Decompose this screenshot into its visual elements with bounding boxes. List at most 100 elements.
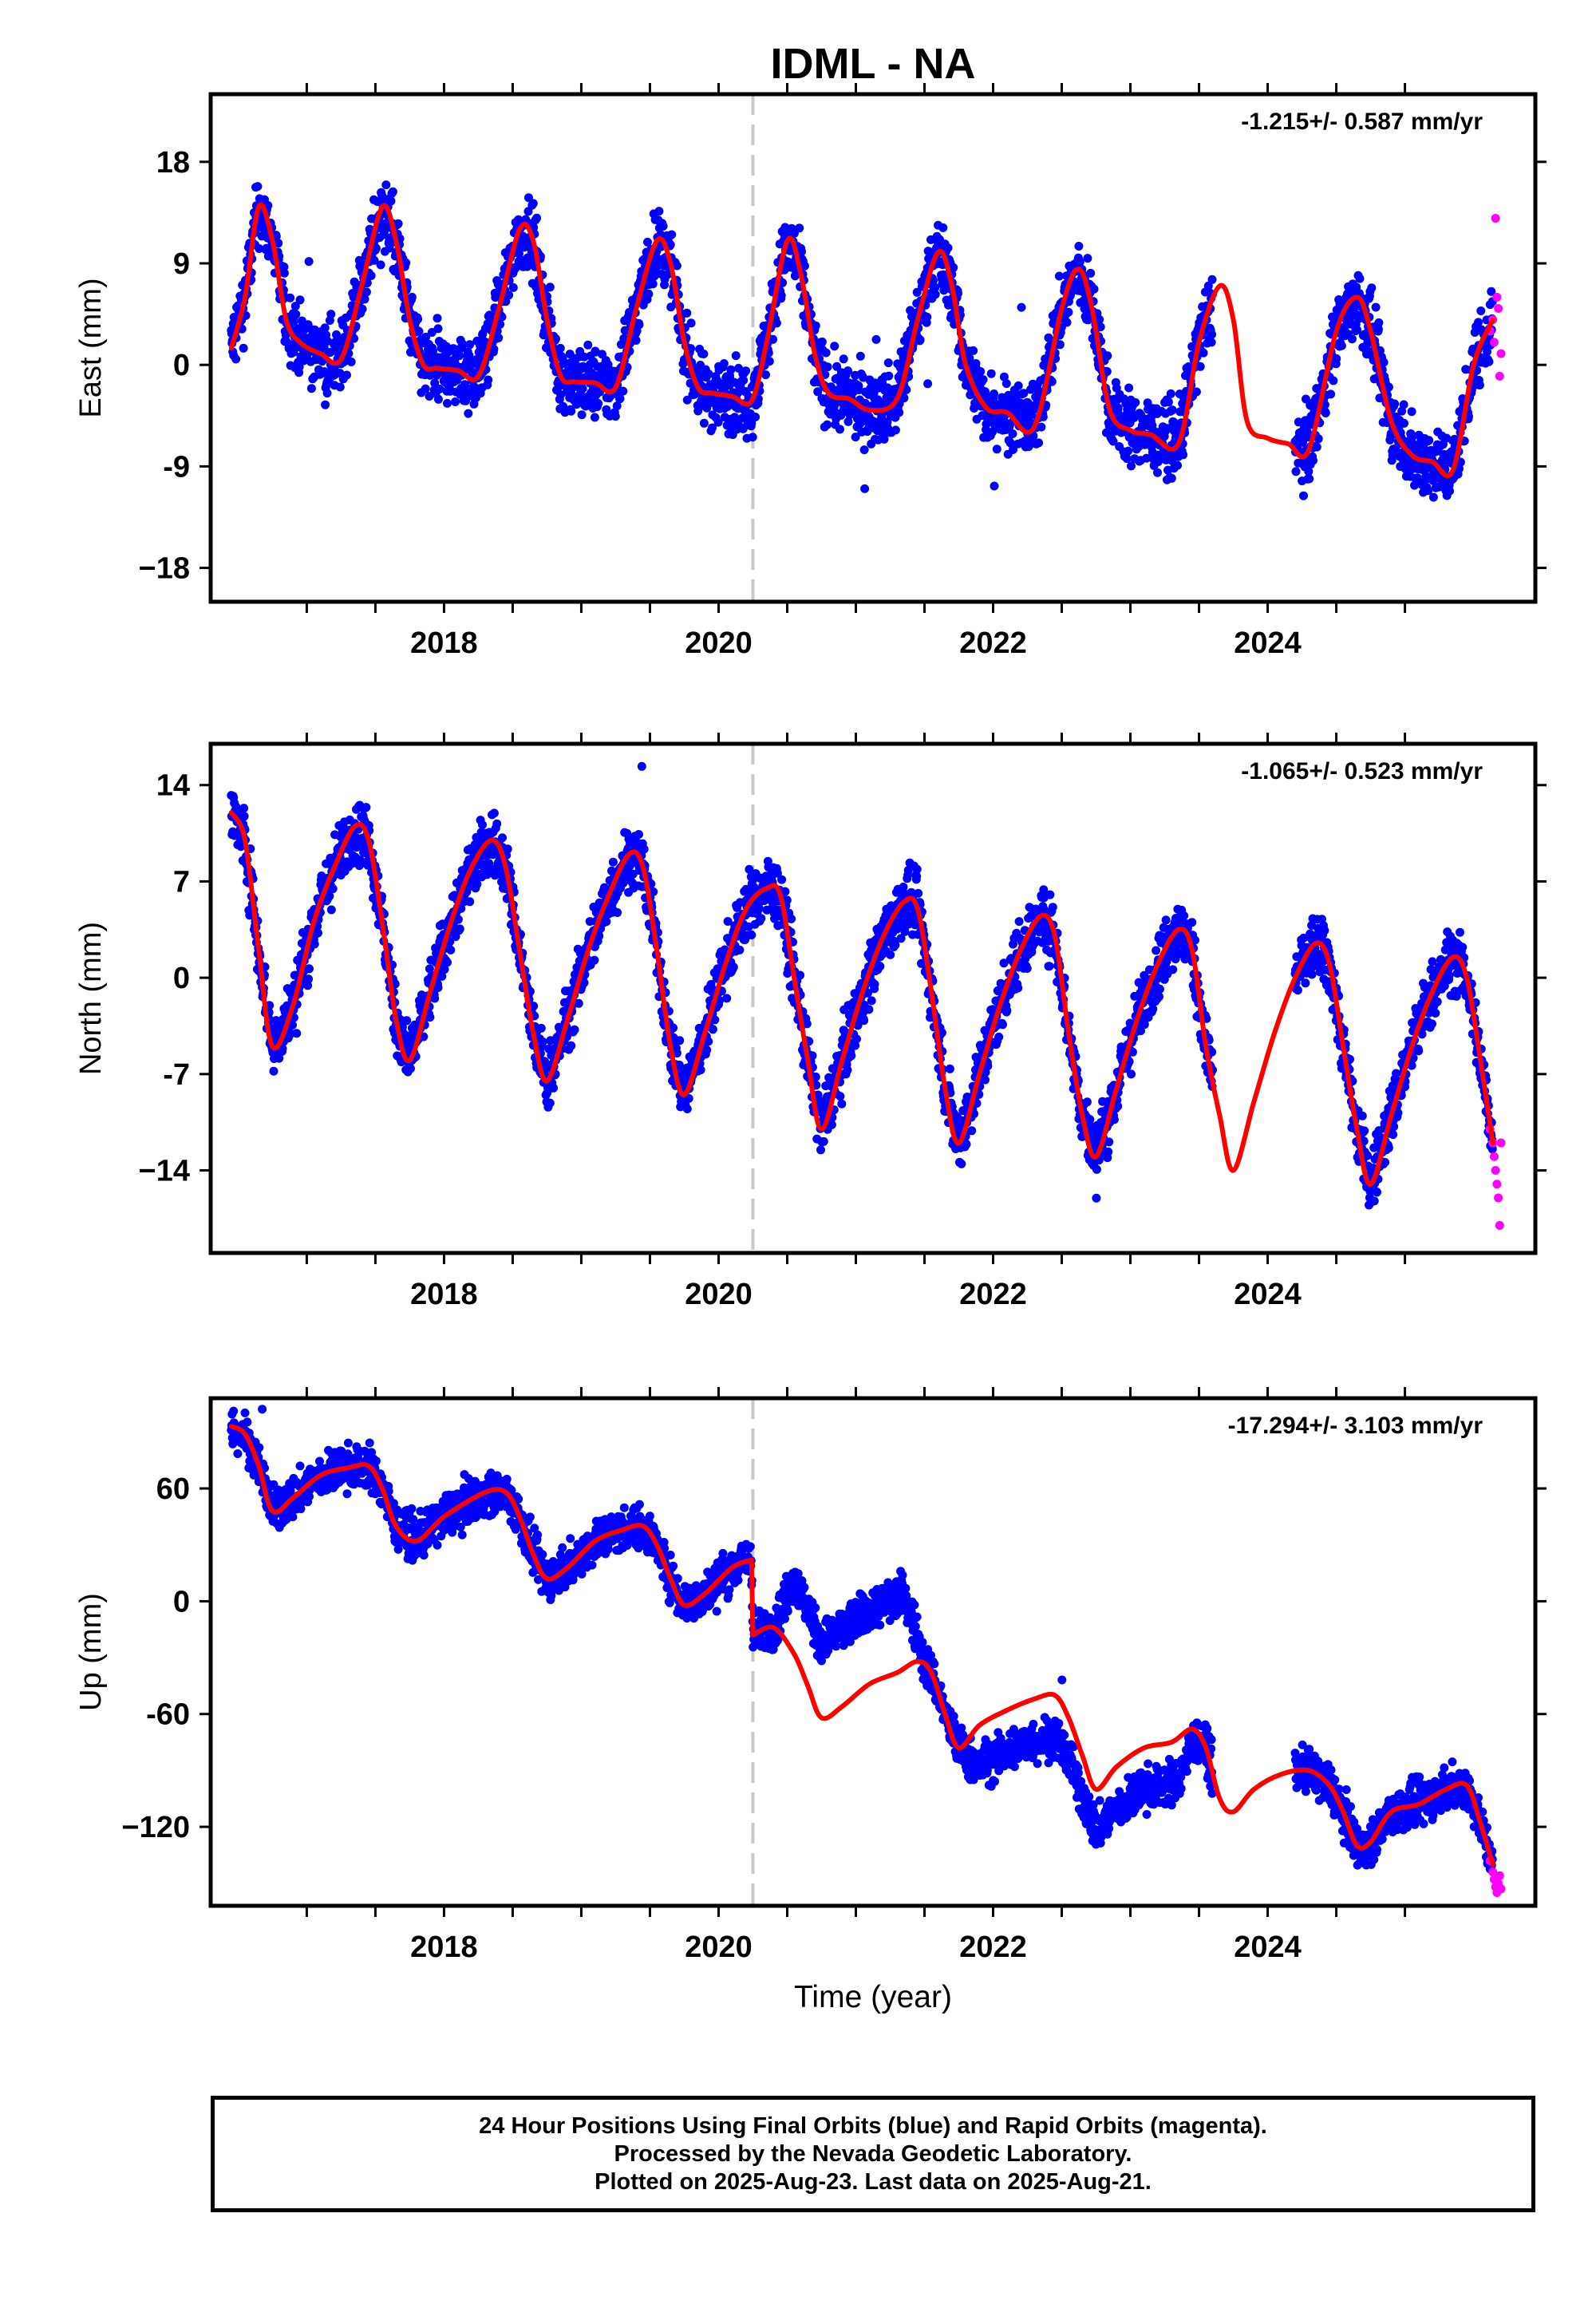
final-point <box>279 262 289 271</box>
final-point <box>1332 354 1341 363</box>
final-point <box>528 199 538 208</box>
final-point <box>321 400 330 409</box>
final-point <box>1131 397 1140 407</box>
final-point <box>322 389 332 398</box>
final-point <box>1009 445 1017 454</box>
final-point <box>1291 467 1301 476</box>
final-point <box>413 314 423 324</box>
final-point <box>1047 377 1057 386</box>
final-point <box>1017 302 1026 312</box>
final-point <box>855 351 865 361</box>
final-point <box>1163 397 1173 407</box>
final-point <box>239 812 249 821</box>
final-point <box>1173 460 1182 470</box>
final-point <box>768 334 778 344</box>
final-point <box>305 964 314 974</box>
final-point <box>579 362 587 371</box>
final-point <box>421 332 431 342</box>
final-point <box>1023 398 1033 408</box>
final-point <box>1475 381 1484 389</box>
final-point <box>1445 486 1454 496</box>
final-point <box>764 357 774 366</box>
final-point <box>425 1013 435 1022</box>
final-point <box>696 1065 705 1075</box>
final-point <box>832 362 842 371</box>
final-point <box>726 365 736 374</box>
final-point <box>304 974 314 984</box>
final-point <box>912 871 922 881</box>
final-point <box>895 408 904 417</box>
rapid-point <box>1489 338 1499 347</box>
final-point <box>837 1099 847 1109</box>
final-point <box>579 352 589 362</box>
final-point <box>666 240 675 250</box>
final-point <box>777 875 787 884</box>
final-point <box>1142 453 1152 463</box>
final-point <box>335 382 345 392</box>
final-point <box>704 1037 713 1046</box>
final-point <box>430 378 440 388</box>
final-point <box>1207 338 1216 347</box>
final-point <box>610 412 620 421</box>
final-point <box>269 1066 279 1076</box>
final-point <box>843 1065 852 1075</box>
final-point <box>776 290 786 300</box>
final-point <box>923 379 933 389</box>
final-point <box>654 207 664 216</box>
final-point <box>484 375 493 385</box>
final-point <box>1064 307 1073 317</box>
final-point <box>1337 341 1346 350</box>
final-point <box>699 350 709 358</box>
final-point <box>478 820 487 829</box>
final-point <box>590 413 599 422</box>
final-point <box>494 333 504 342</box>
final-point <box>930 283 940 292</box>
final-point <box>1424 436 1434 445</box>
final-point <box>754 903 764 913</box>
final-point <box>823 420 832 429</box>
final-point <box>559 358 569 368</box>
final-point <box>570 1025 579 1034</box>
final-point <box>231 802 241 812</box>
final-point <box>1166 389 1175 398</box>
final-point <box>719 359 729 368</box>
final-point <box>326 905 336 915</box>
final-point <box>407 292 417 302</box>
final-point <box>578 384 587 393</box>
final-point <box>823 362 832 372</box>
final-point <box>682 1105 692 1113</box>
final-point <box>1086 268 1096 278</box>
final-point <box>437 971 447 981</box>
final-point <box>859 445 869 455</box>
final-point <box>686 318 696 328</box>
final-point <box>306 384 316 393</box>
rapid-orbit-points <box>1485 213 1506 381</box>
final-point <box>350 334 359 343</box>
final-point <box>1008 429 1017 438</box>
final-point <box>813 1090 823 1100</box>
final-point <box>1371 302 1381 312</box>
final-point <box>751 413 760 421</box>
final-point <box>401 258 411 267</box>
final-point <box>930 290 940 299</box>
final-point <box>795 223 804 233</box>
final-point <box>320 323 330 333</box>
final-point <box>713 417 723 427</box>
final-point <box>532 213 542 223</box>
x-tick-label: 2018 <box>410 626 478 660</box>
rapid-point <box>1495 371 1504 381</box>
final-point <box>735 945 745 954</box>
final-point <box>1299 491 1308 500</box>
final-point <box>863 988 872 998</box>
final-point <box>1037 422 1046 432</box>
final-point <box>811 1072 820 1081</box>
final-point <box>612 401 622 411</box>
final-point <box>639 844 649 854</box>
final-point <box>440 965 449 974</box>
final-point <box>618 386 628 396</box>
final-point <box>634 320 644 330</box>
final-point <box>708 423 717 433</box>
final-point <box>976 367 986 376</box>
final-point <box>433 983 443 992</box>
